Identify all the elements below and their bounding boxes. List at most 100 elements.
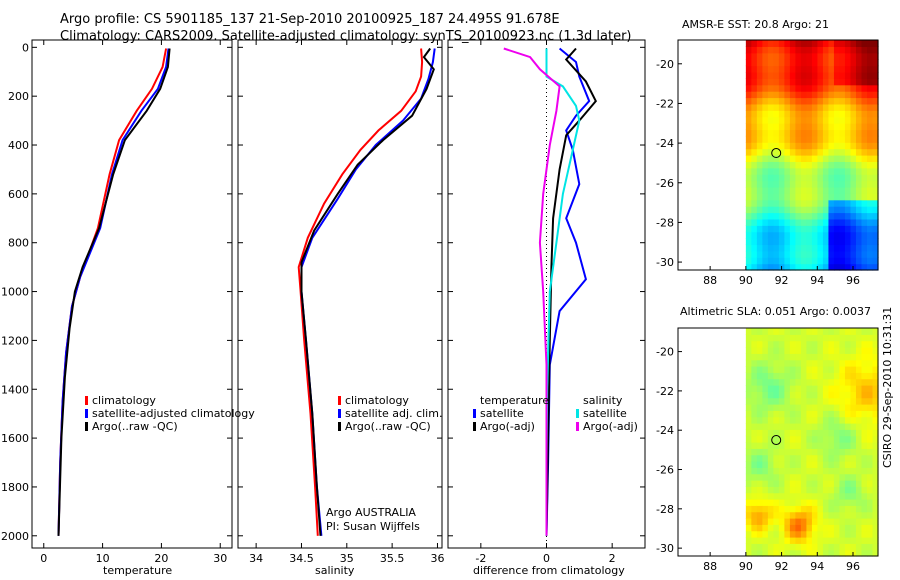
sla-heatmap-cell [784, 372, 791, 380]
sst-heatmap-cell [767, 206, 774, 214]
sla-heatmap-cell [806, 473, 813, 481]
sst-heatmap-cell [866, 103, 874, 111]
sst-heatmap-cell [850, 142, 857, 150]
sla-heatmap-cell [767, 537, 774, 544]
sla-heatmap-cell [762, 454, 769, 462]
sst-heatmap-cell [822, 263, 830, 271]
sla-heatmap-cell [833, 385, 841, 392]
sla-heatmap-cell [762, 397, 769, 405]
sla-heatmap-cell [850, 473, 857, 481]
sla-heatmap-cell [745, 454, 752, 462]
sst-heatmap-cell [811, 250, 819, 258]
sst-heatmap-cell [850, 59, 857, 67]
sla-heatmap-cell [866, 334, 874, 342]
sla-heatmap-cell [784, 328, 791, 335]
sst-heatmap-cell [811, 167, 819, 175]
sst-heatmap-cell [861, 199, 868, 207]
sla-heatmap-cell [806, 499, 813, 506]
sla-heatmap-cell [756, 328, 763, 335]
sla-heatmap-cell [811, 359, 819, 367]
sla-heatmap-cell [773, 524, 780, 532]
sst-heatmap-cell [762, 225, 769, 233]
sst-xtick-label: 90 [739, 274, 753, 287]
sst-heatmap-cell [839, 206, 846, 214]
sst-heatmap-cell [806, 218, 813, 226]
sst-heatmap-cell [795, 167, 802, 175]
sla-heatmap-cell [784, 486, 791, 494]
sla-heatmap-cell [844, 423, 852, 430]
sla-heatmap-cell [773, 328, 780, 335]
sst-heatmap-cell [861, 123, 868, 131]
sst-heatmap-cell [745, 135, 752, 143]
sst-heatmap-cell [833, 52, 841, 60]
sst-heatmap-cell [789, 148, 797, 156]
sla-heatmap-cell [795, 359, 802, 367]
sla-heatmap-cell [811, 543, 819, 551]
sla-heatmap-cell [866, 435, 874, 443]
sst-heatmap-cell [767, 97, 774, 105]
sst-heatmap-cell [762, 238, 769, 246]
sla-heatmap-cell [778, 385, 785, 392]
sst-heatmap-cell [866, 46, 874, 54]
sst-heatmap-cell [751, 123, 758, 131]
sst-heatmap-cell [822, 250, 830, 258]
sla-heatmap-cell [767, 385, 774, 392]
sla-heatmap-cell [850, 454, 857, 462]
sla-heatmap-cell [773, 467, 780, 475]
sst-heatmap-cell [872, 206, 879, 214]
sst-heatmap-cell [800, 199, 808, 207]
sla-heatmap-cell [751, 549, 758, 557]
sst-heatmap-cell [773, 40, 780, 47]
sst-heatmap-cell [817, 212, 824, 220]
sst-heatmap-cell [817, 135, 824, 143]
sst-heatmap-cell [767, 91, 774, 99]
sst-heatmap-cell [745, 174, 752, 182]
sst-heatmap-cell [866, 91, 874, 99]
sla-xtick-label: 90 [739, 560, 753, 573]
sla-heatmap-cell [767, 473, 774, 481]
sla-heatmap-cell [822, 416, 830, 424]
sla-heatmap-cell [756, 543, 763, 551]
sst-heatmap-cell [789, 180, 797, 188]
diff-legend-title: temperature [480, 394, 549, 407]
sst-heatmap-cell [817, 193, 824, 201]
sla-heatmap-cell [756, 366, 763, 373]
sst-heatmap-cell [850, 110, 857, 118]
sst-heatmap-cell [751, 263, 758, 271]
sst-heatmap-cell [778, 65, 785, 73]
sla-heatmap-cell [850, 366, 857, 373]
sst-heatmap-cell [833, 263, 841, 271]
sst-heatmap-cell [767, 238, 774, 246]
sst-heatmap-cell [833, 199, 841, 207]
sst-heatmap-cell [817, 231, 824, 239]
sst-heatmap-cell [817, 244, 824, 252]
sla-heatmap-cell [822, 385, 830, 392]
sla-heatmap-cell [789, 334, 797, 342]
sla-heatmap-cell [751, 442, 758, 449]
sla-heatmap-cell [850, 385, 857, 392]
sst-heatmap-cell [822, 103, 830, 111]
sst-heatmap-cell [861, 212, 868, 220]
sla-heatmap-cell [773, 473, 780, 481]
sst-heatmap-cell [822, 161, 830, 169]
sla-heatmap-cell [751, 530, 758, 538]
sla-heatmap-cell [756, 410, 763, 418]
sla-heatmap-cell [751, 505, 758, 513]
sla-heatmap-cell [789, 505, 797, 513]
sst-heatmap-cell [795, 225, 802, 233]
sst-heatmap-cell [861, 244, 868, 252]
sst-heatmap-cell [784, 231, 791, 239]
sla-heatmap-cell [751, 448, 758, 456]
sla-heatmap-cell [855, 543, 863, 551]
sst-heatmap-cell [822, 123, 830, 131]
sla-heatmap-cell [828, 518, 835, 525]
sla-heatmap-cell [756, 549, 763, 557]
sst-heatmap-cell [767, 180, 774, 188]
sst-heatmap-cell [762, 71, 769, 79]
sla-heatmap-cell [822, 366, 830, 373]
sla-heatmap-cell [866, 359, 874, 367]
sst-heatmap-cell [861, 167, 868, 175]
sst-heatmap-cell [855, 250, 863, 258]
sst-heatmap-cell [872, 97, 879, 105]
sst-heatmap-cell [800, 135, 808, 143]
